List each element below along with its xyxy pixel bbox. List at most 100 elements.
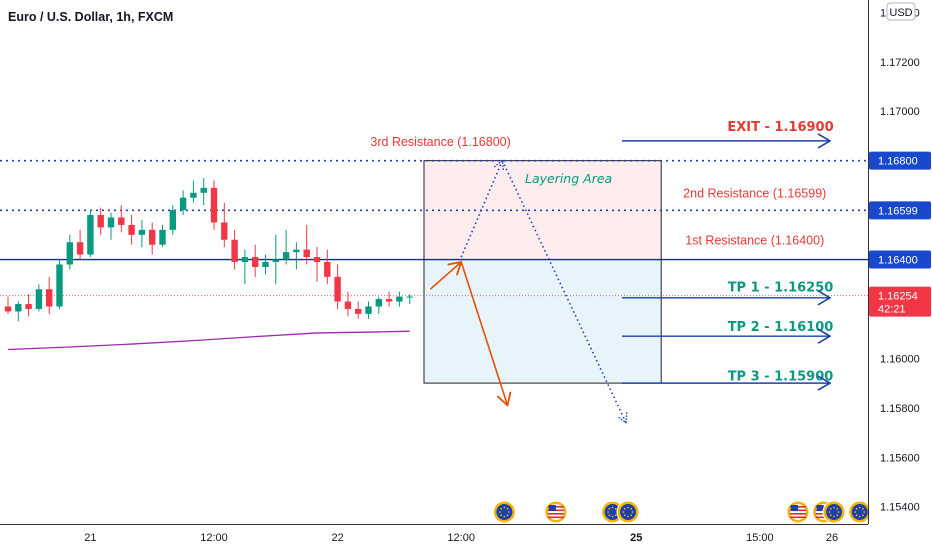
candle-body xyxy=(25,304,32,309)
annotation-tp: TP 3 - 1.15900 xyxy=(728,370,834,385)
candle-body xyxy=(179,197,187,211)
price-tag xyxy=(869,151,931,170)
price-tag xyxy=(869,250,931,269)
candle-body xyxy=(56,264,63,307)
x-tick-label: 22 xyxy=(331,532,343,544)
layering-zone: Layering Area xyxy=(423,160,662,384)
eu-star xyxy=(608,514,611,516)
price-tag xyxy=(869,286,931,317)
us-stripe xyxy=(789,513,806,515)
candle-body xyxy=(241,257,249,262)
candle-body xyxy=(149,229,156,245)
arrows xyxy=(429,141,830,423)
candle-body xyxy=(221,222,228,240)
moving-average xyxy=(7,330,410,351)
eu-star xyxy=(631,511,634,513)
eu-star xyxy=(500,508,503,510)
annotation-tp: TP 2 - 1.16100 xyxy=(728,320,834,335)
candle-body xyxy=(97,215,104,228)
x-tick-label: 15:00 xyxy=(746,532,774,544)
candle-body xyxy=(252,257,259,267)
eu-star xyxy=(614,514,617,516)
candle-body xyxy=(87,215,94,255)
candle-body xyxy=(334,276,341,302)
eu-star xyxy=(836,514,838,516)
eu-star xyxy=(862,508,864,510)
y-tick-label: 1.17000 xyxy=(880,106,920,118)
eu-event-icon[interactable] xyxy=(848,500,872,524)
y-tick-label: 1.15400 xyxy=(880,502,920,514)
eu-star xyxy=(830,508,832,510)
annotation-resistance: 1st Resistance (1.16400) xyxy=(685,234,824,248)
x-tick-label: 21 xyxy=(84,532,96,544)
us-canton xyxy=(548,505,556,511)
annotation-tp: TP 1 - 1.16250 xyxy=(728,281,834,296)
candle-body xyxy=(35,289,43,309)
us-stripe xyxy=(815,516,832,519)
price-tag-label: 1.16254 xyxy=(878,291,918,303)
candle-body xyxy=(4,306,12,312)
y-tick-label: 1.16000 xyxy=(880,353,920,365)
eu-star xyxy=(630,514,632,516)
eu-star xyxy=(607,511,609,513)
eu-flag-icon xyxy=(496,504,513,520)
eu-star xyxy=(614,508,617,510)
candle-body xyxy=(375,299,382,307)
us-event-icon[interactable] xyxy=(544,500,568,524)
eu-star xyxy=(506,514,509,516)
eu-star xyxy=(622,511,625,513)
eu-star xyxy=(830,514,832,516)
candle-body xyxy=(118,217,125,225)
eu-star xyxy=(837,511,840,513)
eu-star xyxy=(500,514,503,516)
y-tick-label: 1.17200 xyxy=(880,57,920,69)
eu-star xyxy=(863,511,866,513)
zone-lower xyxy=(423,259,662,384)
y-tick-label: 1.15800 xyxy=(880,403,920,415)
candle-body xyxy=(313,257,321,262)
candle-body xyxy=(169,210,176,230)
candle-body xyxy=(46,289,53,307)
eu-star xyxy=(828,511,831,513)
candle-body xyxy=(365,306,372,314)
countdown-label: 42:21 xyxy=(878,304,906,316)
annotations: 3rd Resistance (1.16800) 2nd Resistance (… xyxy=(370,120,833,385)
us-stripe xyxy=(547,513,564,515)
event-icons[interactable] xyxy=(492,500,872,524)
eu-event-icon[interactable] xyxy=(822,500,846,524)
price-tag xyxy=(869,201,931,220)
currency-badge[interactable] xyxy=(886,2,916,21)
candle-body xyxy=(324,262,331,277)
price-tag-label: 1.16400 xyxy=(878,255,918,267)
annotation-exit: EXIT - 1.16900 xyxy=(727,120,833,135)
eu-star xyxy=(833,515,835,518)
orange-arrow-up xyxy=(429,262,461,290)
candle-body xyxy=(190,192,197,198)
candle-body xyxy=(200,187,207,193)
candle-body xyxy=(128,224,135,235)
eu-event-icon[interactable] xyxy=(492,500,516,524)
candle-body xyxy=(396,296,403,302)
x-tick-label: 25 xyxy=(630,532,642,544)
candle-body xyxy=(231,239,238,262)
eu-star xyxy=(627,506,629,509)
eu-star xyxy=(611,506,614,509)
us-event-icon[interactable] xyxy=(786,500,810,524)
price-levels xyxy=(0,159,868,297)
eu-star xyxy=(508,511,510,513)
eu-event-icon[interactable] xyxy=(616,500,640,524)
y-tick-label: 1.15600 xyxy=(880,452,920,464)
candle-body xyxy=(66,242,73,265)
time-axis-bg xyxy=(0,525,868,550)
eu-star xyxy=(503,515,506,518)
price-axis-bg xyxy=(868,0,932,550)
candle-body xyxy=(344,301,352,309)
candle-body xyxy=(210,187,218,223)
eu-star xyxy=(855,514,858,516)
candle-body xyxy=(76,242,84,255)
us-canton xyxy=(790,505,798,511)
x-tick-label: 12:00 xyxy=(447,532,475,544)
